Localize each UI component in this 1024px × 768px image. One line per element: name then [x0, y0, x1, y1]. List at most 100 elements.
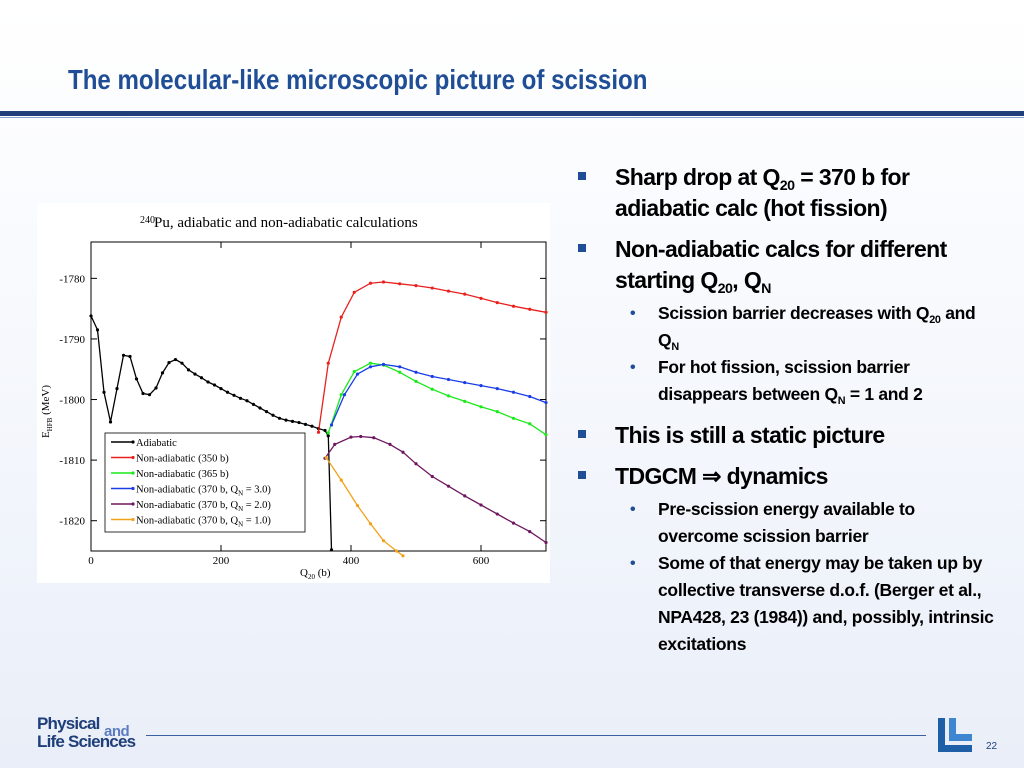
- data-point: [511, 304, 516, 308]
- x-axis-label: Q20 (b): [300, 567, 331, 581]
- data-point: [326, 431, 330, 435]
- subbullet-barrier-decreases: • Scission barrier decreases with Q20 an…: [578, 300, 998, 354]
- data-point: [528, 307, 532, 311]
- bullet-dot-icon: •: [630, 501, 636, 518]
- data-point: [414, 284, 418, 288]
- data-point: [430, 474, 434, 479]
- legend-label: Non-adiabatic (370 b, QN = 2.0): [136, 500, 271, 513]
- data-point: [446, 289, 451, 293]
- data-point: [495, 512, 499, 516]
- y-tick-label: -1790: [59, 334, 85, 346]
- series-group: [89, 280, 548, 558]
- data-point: [479, 503, 483, 507]
- data-point: [290, 419, 295, 423]
- data-point: [339, 478, 343, 482]
- data-point: [225, 390, 230, 394]
- bullet-static-picture: This is still a static picture: [578, 420, 998, 451]
- data-point: [401, 554, 405, 558]
- data-point: [212, 383, 217, 387]
- legend-label: Adiabatic: [136, 438, 177, 449]
- axis-ticks: 0 200 400 600 -1780 -1790 -1800 -1810 -1820: [59, 242, 546, 567]
- data-point: [326, 434, 330, 438]
- data-point: [398, 365, 402, 369]
- data-point: [479, 405, 483, 409]
- svg-text:and: and: [104, 723, 130, 740]
- data-point: [323, 428, 327, 433]
- data-point: [147, 393, 152, 397]
- data-point: [511, 521, 516, 525]
- data-point: [388, 442, 392, 446]
- data-point: [511, 416, 516, 420]
- legend-swatch-dot: [131, 502, 135, 506]
- chart-title-superscript: 240: [140, 215, 155, 226]
- data-point: [446, 394, 451, 398]
- svg-text:Physical: Physical: [37, 714, 100, 733]
- data-point: [339, 393, 343, 397]
- data-point: [352, 290, 356, 294]
- bullet-sharp-drop: Sharp drop at Q20 = 370 b for adiabatic …: [578, 162, 998, 224]
- data-point: [463, 380, 467, 385]
- data-point: [206, 380, 210, 384]
- data-point: [141, 391, 145, 396]
- data-point: [355, 503, 360, 508]
- data-point: [329, 423, 334, 427]
- y-tick-label: -1780: [59, 273, 85, 285]
- x-tick-label: 400: [343, 555, 360, 567]
- legend-label: Non-adiabatic (350 b): [136, 454, 229, 465]
- data-point: [495, 300, 499, 305]
- data-point: [180, 361, 184, 365]
- legend-label: Non-adiabatic (370 b, QN = 1.0): [136, 516, 271, 529]
- series-line-4: [324, 435, 547, 544]
- legend-label: Non-adiabatic (370 b, QN = 3.0): [136, 485, 271, 498]
- data-point: [349, 435, 353, 439]
- series-line-1: [317, 281, 547, 433]
- data-point: [430, 387, 434, 391]
- data-point: [102, 390, 106, 394]
- data-point: [310, 424, 314, 428]
- data-point: [316, 430, 321, 434]
- physical-life-sciences-logo: Physical and Life Sciences: [37, 714, 136, 751]
- data-point: [134, 377, 139, 381]
- data-point: [430, 374, 434, 379]
- bullet-dot-icon: •: [630, 555, 636, 572]
- data-point: [463, 292, 467, 296]
- data-point: [446, 484, 451, 488]
- bullet-square-icon: [578, 471, 586, 479]
- data-point: [495, 410, 499, 414]
- data-point: [463, 399, 467, 403]
- implies-arrow-icon: ⇒: [702, 463, 721, 489]
- x-tick-label: 0: [88, 555, 94, 567]
- page-number: 22: [986, 741, 998, 752]
- y-tick-label: -1820: [59, 516, 85, 528]
- data-point: [398, 282, 402, 286]
- data-point: [479, 296, 483, 300]
- data-point: [511, 390, 516, 394]
- data-point: [264, 410, 269, 414]
- data-point: [167, 360, 171, 365]
- bullet-square-icon: [578, 172, 586, 180]
- data-point: [528, 530, 532, 534]
- title-rule-thin: [0, 117, 1024, 118]
- data-point: [352, 370, 356, 374]
- data-point: [528, 422, 532, 426]
- energy-chart: 240 Pu, adiabatic and non-adiabatic calc…: [40, 215, 548, 581]
- data-point: [115, 387, 119, 391]
- data-point: [544, 400, 548, 405]
- data-point: [160, 371, 165, 375]
- subbullet-hot-fission: • For hot fission, scission barrier disa…: [578, 354, 998, 408]
- chart-figure: 240 Pu, adiabatic and non-adiabatic calc…: [37, 203, 550, 583]
- data-point: [173, 357, 178, 362]
- subbullet-collective: • Some of that energy may be taken up by…: [578, 550, 998, 658]
- data-point: [329, 548, 334, 552]
- data-point: [128, 354, 132, 359]
- data-point: [342, 393, 347, 397]
- data-point: [355, 372, 360, 376]
- bullet-non-adiabatic: Non-adiabatic calcs for different starti…: [578, 234, 998, 296]
- data-point: [368, 522, 373, 526]
- data-point: [258, 406, 262, 410]
- data-point: [219, 387, 223, 391]
- data-point: [372, 436, 376, 440]
- data-point: [414, 370, 418, 374]
- data-point: [479, 383, 483, 388]
- data-point: [284, 418, 288, 422]
